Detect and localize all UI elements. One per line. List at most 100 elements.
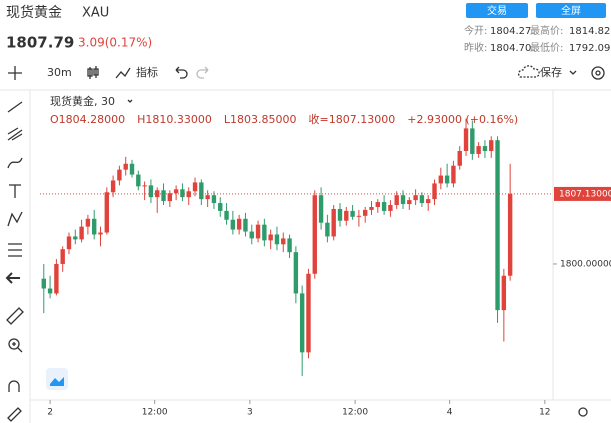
candle-body [344, 210, 349, 221]
candle-body [110, 180, 116, 193]
candle-body [287, 238, 292, 253]
fib-tool[interactable] [7, 127, 23, 141]
candle-body [426, 199, 431, 204]
candle-body [501, 275, 507, 311]
candle-body [66, 236, 72, 250]
indicator-icon[interactable] [115, 67, 131, 79]
back-tool[interactable] [5, 272, 20, 284]
x-tick-label: 12 [539, 408, 550, 418]
crosshair-icon[interactable] [8, 66, 22, 80]
candle-body [205, 195, 210, 200]
candle-body [299, 293, 305, 353]
magnet-tool[interactable] [8, 380, 20, 392]
legend-close: 收=1807.13000 [309, 112, 396, 126]
measure-tool[interactable] [8, 243, 22, 257]
x-tick-label: 4 [447, 408, 453, 418]
candle-body [463, 128, 469, 151]
zoom-tool-handle [12, 342, 23, 353]
candle-body [98, 232, 103, 235]
indicators-button[interactable]: 指标 [136, 65, 158, 79]
stat-label: 最高价: [530, 24, 563, 37]
candle-body [507, 193, 513, 276]
candle-body [413, 195, 418, 201]
candle-body [375, 202, 380, 207]
candle-body [476, 146, 481, 154]
candle-body [161, 190, 166, 202]
candle-body [381, 202, 387, 211]
legend-dropdown[interactable] [127, 99, 133, 103]
candle-body [419, 195, 425, 204]
lock-tool[interactable] [7, 407, 22, 422]
undo-icon[interactable] [175, 66, 188, 79]
settings-icon[interactable] [591, 66, 605, 80]
candle-body [192, 182, 198, 192]
pattern-tool[interactable] [7, 211, 23, 227]
legend-open: O1804.28000 [50, 113, 125, 126]
candle-body [388, 205, 393, 211]
last-price-label: 1807.13000 [559, 189, 611, 199]
candle-body [73, 236, 78, 240]
x-tick-label: 3 [247, 408, 253, 418]
candle-body [47, 288, 53, 294]
x-tick-label: 12:00 [142, 408, 168, 418]
legend-ohlc: O1804.28000 H1810.33000 L1803.85000 收=1807.… [50, 112, 518, 126]
candle-body [91, 218, 97, 235]
chart-type-icon[interactable] [87, 66, 99, 79]
stat-value: 1792.09 [569, 43, 610, 54]
ruler-tool[interactable] [6, 307, 24, 325]
save-button[interactable]: 保存 [540, 65, 562, 79]
zoom-tool[interactable] [8, 338, 20, 350]
candle-body [136, 174, 141, 187]
candle-body [281, 238, 286, 245]
cloud-icon[interactable] [518, 65, 540, 78]
candle-body [236, 218, 242, 230]
candle-body [394, 195, 399, 206]
candle-body [85, 218, 91, 227]
line-tool[interactable] [7, 101, 23, 113]
legend-low: L1803.85000 [224, 113, 297, 126]
stat-value: 1804.27 [490, 26, 531, 37]
axis-settings-icon[interactable] [578, 407, 588, 417]
stat-label: 今开: [464, 24, 487, 37]
candle-body [148, 185, 154, 198]
trade-button[interactable] [466, 3, 528, 18]
candle-body [451, 165, 456, 184]
candle-body [407, 200, 412, 205]
candle-body [337, 208, 343, 221]
stat-value: 1804.70 [490, 43, 531, 54]
text-tool[interactable] [9, 184, 21, 198]
candle-body [400, 195, 406, 205]
candle-body [432, 183, 437, 200]
x-tick-label: 12:00 [342, 408, 368, 418]
candle-body [444, 175, 450, 184]
candle-body [199, 182, 204, 200]
last-price: 1807.79 [6, 34, 74, 52]
candle-body [104, 192, 110, 233]
save-dropdown[interactable] [569, 70, 577, 75]
fullscreen-button[interactable] [536, 3, 606, 18]
candle-body [60, 249, 65, 264]
settings-icon-center [595, 70, 601, 76]
candle-body [211, 195, 217, 204]
candle-body [262, 224, 267, 241]
candle-body [142, 185, 147, 187]
candle-body [129, 163, 135, 175]
active-tool-bg [46, 368, 68, 390]
interval-button[interactable]: 30m [47, 66, 72, 79]
brush-tool[interactable] [7, 157, 23, 169]
stat-label: 最低价: [530, 41, 563, 54]
fullscreen-button-label[interactable]: 全屏 [561, 4, 581, 17]
legend-change: +2.93000 (+0.16%) [407, 113, 518, 126]
trade-button-label[interactable]: 交易 [487, 4, 507, 17]
stat-label: 昨收: [464, 41, 487, 54]
candle-body [230, 219, 236, 230]
candle-body [306, 273, 311, 353]
candle-body [362, 209, 368, 216]
active-tool-icon[interactable] [50, 377, 64, 386]
instrument-symbol: XAU [82, 6, 109, 21]
redo-icon[interactable] [196, 66, 209, 79]
candle-body [54, 263, 59, 294]
candle-body [356, 215, 362, 217]
x-tick-label: 2 [47, 408, 53, 418]
candle-body [274, 234, 280, 245]
